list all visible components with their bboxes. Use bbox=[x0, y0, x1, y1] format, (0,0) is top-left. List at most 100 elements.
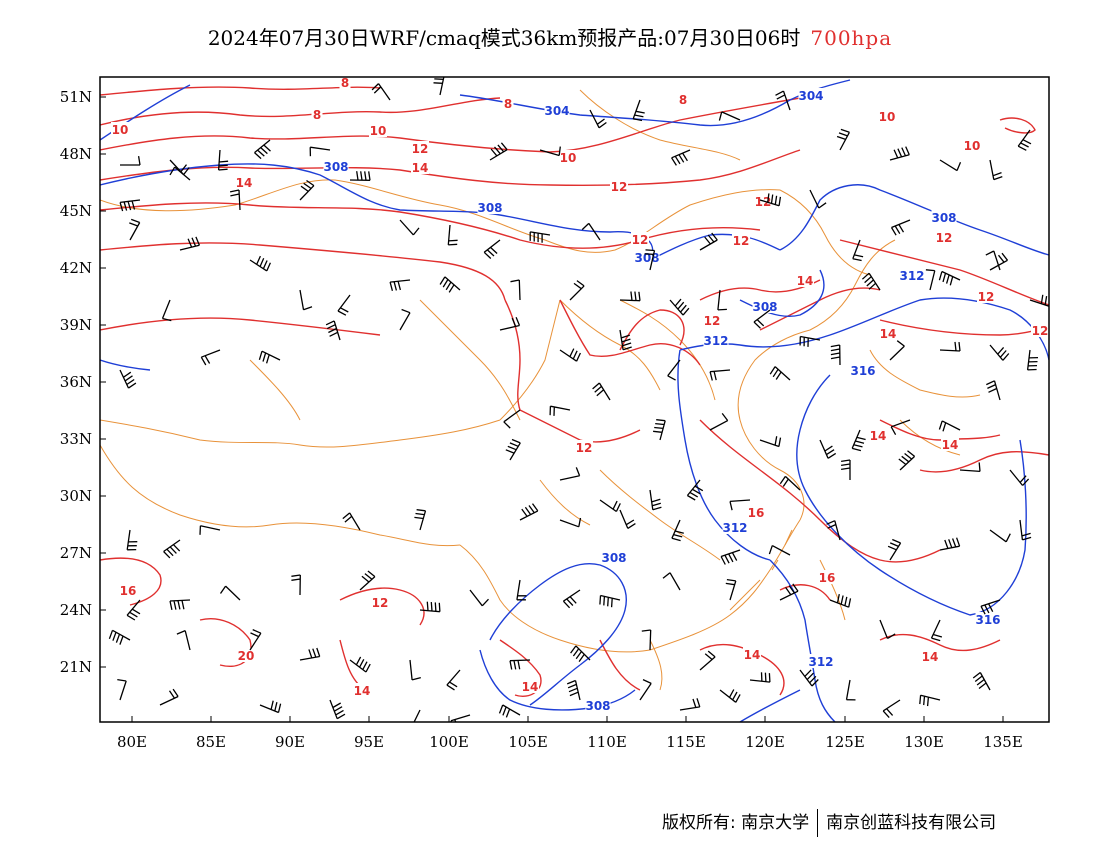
contour-label-bg bbox=[722, 520, 748, 534]
contour-label-bg bbox=[1031, 323, 1049, 337]
contour-label: 12 bbox=[936, 231, 953, 245]
wind-barb bbox=[959, 462, 981, 473]
wind-barb bbox=[799, 669, 819, 687]
contour-label-bg bbox=[411, 160, 429, 174]
wind-barb bbox=[830, 344, 841, 366]
wind-barb bbox=[200, 349, 221, 366]
wind-barb bbox=[299, 647, 321, 661]
contour-label-bg bbox=[808, 654, 834, 668]
wind-barb bbox=[126, 599, 141, 621]
contour-label: 16 bbox=[819, 571, 836, 585]
contour-label: 312 bbox=[899, 269, 924, 283]
wind-barb bbox=[217, 149, 229, 171]
lat-label: 51N bbox=[60, 88, 92, 106]
wind-barb bbox=[299, 179, 315, 201]
contour-label-bg bbox=[544, 103, 570, 117]
wind-barb bbox=[179, 236, 200, 251]
contour-label: 14 bbox=[922, 650, 939, 664]
contour-label: 308 bbox=[585, 699, 610, 713]
copyright-footer: 版权所有: 南京大学 南京创蓝科技有限公司 bbox=[662, 808, 996, 837]
contour-label: 12 bbox=[755, 195, 772, 209]
wind-barb bbox=[662, 572, 681, 591]
wind-barb bbox=[639, 679, 652, 701]
lat-label: 24N bbox=[60, 601, 92, 619]
contour-label-bg bbox=[899, 268, 925, 282]
title-main: 2024年07月30日WRF/cmaq模式36km预报产品:07月30日06时 bbox=[207, 26, 801, 50]
wind-barb bbox=[371, 83, 391, 101]
contour-label: 20 bbox=[238, 649, 255, 663]
wind-barb bbox=[447, 224, 458, 246]
wind-barb bbox=[753, 309, 771, 329]
contour-label-bg bbox=[935, 230, 953, 244]
lon-label: 105E bbox=[508, 733, 548, 751]
contour-label-bg bbox=[601, 550, 627, 564]
contour-label-bg bbox=[850, 363, 876, 377]
wind-barb bbox=[439, 276, 461, 293]
geopotential-labels: 304 304 308 308 308 308 308 308 308 312 312 312 312 3… bbox=[323, 88, 1001, 713]
wind-barb bbox=[889, 340, 905, 361]
contour-label: 12 bbox=[372, 596, 389, 610]
wind-barb bbox=[414, 509, 427, 531]
wind-barb bbox=[559, 348, 581, 362]
contour-label-bg bbox=[743, 647, 761, 661]
contour-label-bg bbox=[732, 233, 750, 247]
contour-label-bg bbox=[339, 77, 351, 89]
wind-barb bbox=[499, 316, 521, 331]
wind-barb bbox=[509, 659, 531, 670]
wind-barb bbox=[1019, 519, 1032, 541]
wind-barb bbox=[749, 672, 771, 683]
contour-label-bg bbox=[521, 679, 539, 693]
contour-label-bg bbox=[703, 333, 729, 347]
wind-barb bbox=[667, 359, 681, 381]
wind-barb bbox=[566, 679, 581, 701]
wind-barb bbox=[599, 594, 621, 608]
wind-barb bbox=[938, 270, 961, 286]
contour-label-bg bbox=[752, 299, 778, 313]
temperature-contours bbox=[100, 86, 1049, 697]
lat-label: 48N bbox=[60, 145, 92, 163]
lon-label: 100E bbox=[429, 733, 469, 751]
wind-barb bbox=[939, 537, 961, 551]
wind-barb bbox=[539, 146, 561, 157]
wind-barb bbox=[309, 146, 331, 157]
wind-barb bbox=[861, 272, 881, 291]
wind-barb bbox=[779, 475, 801, 491]
wind-barb bbox=[679, 698, 701, 711]
wind-barb bbox=[120, 155, 141, 166]
lat-label: 33N bbox=[60, 430, 92, 448]
wind-barb bbox=[759, 193, 782, 207]
wind-barb bbox=[671, 149, 691, 166]
lon-label: 90E bbox=[275, 733, 305, 751]
wind-barb bbox=[413, 709, 421, 722]
contour-label-bg bbox=[369, 123, 387, 137]
wind-barb bbox=[989, 252, 1009, 271]
wind-barb bbox=[299, 289, 313, 311]
wind-barb bbox=[989, 344, 1010, 361]
wind-barb bbox=[249, 629, 262, 651]
wind-barb bbox=[632, 99, 645, 122]
contour-label: 10 bbox=[964, 139, 981, 153]
wind-barb bbox=[653, 419, 666, 441]
wind-barb bbox=[549, 405, 571, 416]
contour-label-bg bbox=[977, 289, 995, 303]
contour-label: 312 bbox=[808, 655, 833, 669]
contour-label: 8 bbox=[341, 76, 349, 90]
wind-barb bbox=[169, 166, 191, 181]
contour-label: 12 bbox=[611, 180, 628, 194]
wind-barb bbox=[826, 520, 841, 541]
wind-barb bbox=[829, 593, 852, 608]
contour-label-bg bbox=[975, 612, 1001, 626]
contour-label-bg bbox=[796, 273, 814, 287]
wind-barb bbox=[176, 630, 191, 651]
copyright-right: 南京创蓝科技有限公司 bbox=[826, 813, 997, 833]
wind-barb bbox=[882, 699, 901, 719]
contour-label-bg bbox=[237, 648, 255, 662]
contour-label: 10 bbox=[560, 151, 577, 165]
contour-label-bg bbox=[502, 96, 514, 110]
contour-label-bg bbox=[119, 583, 137, 597]
wind-barb bbox=[399, 219, 420, 236]
wind-barb bbox=[725, 578, 737, 601]
contour-label: 10 bbox=[112, 123, 129, 137]
contour-label-bg bbox=[585, 698, 611, 712]
wind-barb bbox=[163, 539, 181, 559]
